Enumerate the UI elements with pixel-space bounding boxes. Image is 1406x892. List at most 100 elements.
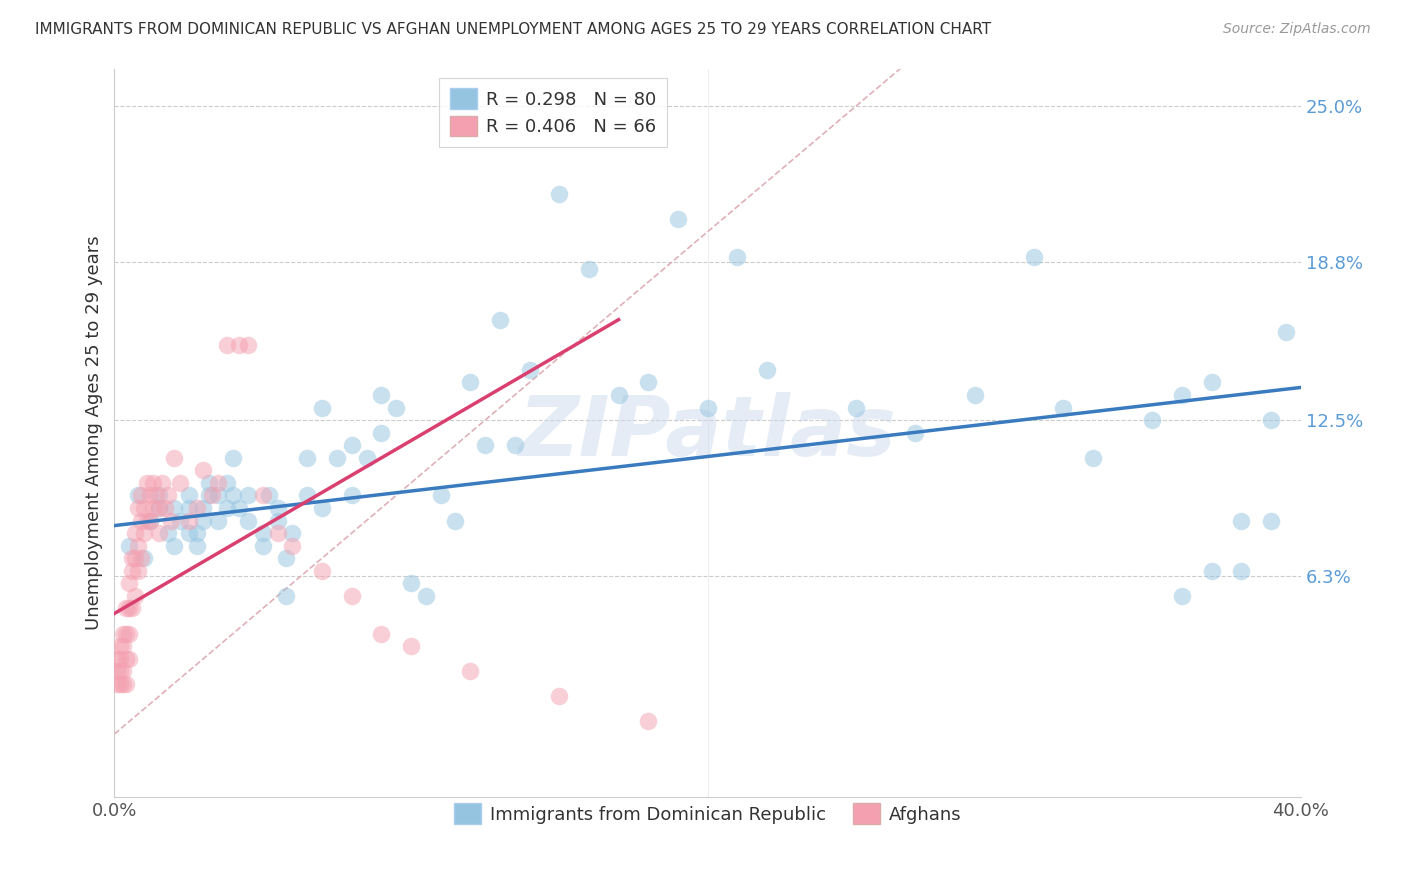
- Point: [281, 539, 304, 553]
- Point: [201, 488, 224, 502]
- Point: [228, 500, 250, 515]
- Point: [153, 500, 176, 515]
- Text: IMMIGRANTS FROM DOMINICAN REPUBLIC VS AFGHAN UNEMPLOYMENT AMONG AGES 25 TO 29 YE: IMMIGRANTS FROM DOMINICAN REPUBLIC VS AF…: [35, 22, 991, 37]
- Point: [112, 677, 135, 691]
- Point: [156, 488, 179, 502]
- Point: [177, 526, 200, 541]
- Point: [356, 450, 378, 465]
- Point: [963, 388, 986, 402]
- Point: [311, 564, 333, 578]
- Point: [186, 500, 208, 515]
- Point: [177, 514, 200, 528]
- Point: [150, 475, 173, 490]
- Point: [112, 639, 135, 653]
- Point: [548, 690, 571, 704]
- Point: [1142, 413, 1164, 427]
- Point: [460, 664, 482, 678]
- Point: [148, 500, 170, 515]
- Point: [132, 551, 155, 566]
- Point: [148, 526, 170, 541]
- Point: [207, 475, 229, 490]
- Point: [148, 500, 170, 515]
- Point: [105, 664, 128, 678]
- Point: [139, 488, 162, 502]
- Point: [222, 450, 245, 465]
- Point: [236, 514, 259, 528]
- Point: [222, 488, 245, 502]
- Point: [1052, 401, 1074, 415]
- Point: [474, 438, 496, 452]
- Point: [115, 651, 138, 665]
- Point: [124, 551, 146, 566]
- Point: [124, 589, 146, 603]
- Point: [295, 488, 318, 502]
- Point: [110, 664, 132, 678]
- Legend: Immigrants from Dominican Republic, Afghans: Immigrants from Dominican Republic, Afgh…: [443, 793, 973, 835]
- Point: [193, 514, 215, 528]
- Point: [385, 401, 408, 415]
- Point: [489, 312, 512, 326]
- Point: [236, 488, 259, 502]
- Point: [121, 601, 143, 615]
- Point: [139, 514, 162, 528]
- Point: [105, 677, 128, 691]
- Point: [460, 376, 482, 390]
- Point: [169, 475, 191, 490]
- Point: [145, 488, 167, 502]
- Point: [139, 514, 162, 528]
- Point: [186, 539, 208, 553]
- Point: [132, 526, 155, 541]
- Point: [637, 376, 659, 390]
- Point: [666, 212, 689, 227]
- Point: [266, 500, 288, 515]
- Point: [637, 714, 659, 729]
- Point: [1230, 514, 1253, 528]
- Point: [105, 651, 128, 665]
- Point: [607, 388, 630, 402]
- Point: [124, 526, 146, 541]
- Point: [142, 475, 165, 490]
- Point: [340, 589, 363, 603]
- Point: [519, 363, 541, 377]
- Point: [311, 401, 333, 415]
- Point: [112, 664, 135, 678]
- Point: [1201, 564, 1223, 578]
- Point: [755, 363, 778, 377]
- Point: [252, 488, 274, 502]
- Point: [110, 677, 132, 691]
- Point: [207, 514, 229, 528]
- Point: [1275, 325, 1298, 339]
- Point: [132, 500, 155, 515]
- Point: [281, 526, 304, 541]
- Point: [118, 576, 141, 591]
- Point: [136, 475, 159, 490]
- Point: [198, 488, 221, 502]
- Point: [503, 438, 526, 452]
- Point: [129, 514, 152, 528]
- Point: [370, 425, 392, 440]
- Point: [548, 187, 571, 202]
- Point: [266, 514, 288, 528]
- Point: [228, 337, 250, 351]
- Point: [340, 488, 363, 502]
- Point: [1081, 450, 1104, 465]
- Point: [118, 651, 141, 665]
- Point: [266, 526, 288, 541]
- Point: [127, 488, 149, 502]
- Point: [163, 539, 186, 553]
- Point: [169, 514, 191, 528]
- Point: [845, 401, 868, 415]
- Point: [193, 500, 215, 515]
- Point: [399, 576, 422, 591]
- Point: [326, 450, 349, 465]
- Point: [148, 488, 170, 502]
- Point: [129, 488, 152, 502]
- Point: [177, 500, 200, 515]
- Point: [115, 677, 138, 691]
- Point: [217, 475, 239, 490]
- Point: [217, 337, 239, 351]
- Point: [118, 539, 141, 553]
- Point: [236, 337, 259, 351]
- Point: [578, 262, 600, 277]
- Point: [177, 488, 200, 502]
